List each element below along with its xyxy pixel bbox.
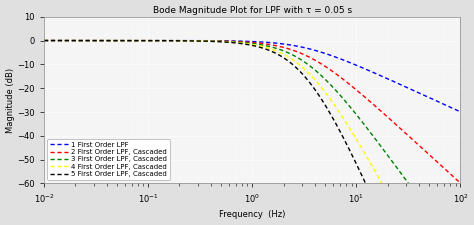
1 First Order LPF xyxy=(206,39,212,42)
Title: Bode Magnitude Plot for LPF with τ = 0.05 s: Bode Magnitude Plot for LPF with τ = 0.0… xyxy=(153,6,352,15)
1 First Order LPF xyxy=(177,39,182,42)
4 First Order LPF, Cascaded xyxy=(41,39,47,42)
Line: 3 First Order LPF, Cascaded: 3 First Order LPF, Cascaded xyxy=(44,40,461,225)
5 First Order LPF, Cascaded xyxy=(206,40,212,43)
3 First Order LPF, Cascaded xyxy=(206,40,212,42)
4 First Order LPF, Cascaded xyxy=(91,39,97,42)
1 First Order LPF xyxy=(41,39,47,42)
5 First Order LPF, Cascaded xyxy=(41,39,47,42)
5 First Order LPF, Cascaded xyxy=(91,39,97,42)
5 First Order LPF, Cascaded xyxy=(342,139,347,142)
4 First Order LPF, Cascaded xyxy=(342,119,347,122)
5 First Order LPF, Cascaded xyxy=(177,39,182,42)
2 First Order LPF, Cascaded xyxy=(206,40,212,42)
2 First Order LPF, Cascaded xyxy=(303,54,309,57)
3 First Order LPF, Cascaded xyxy=(41,39,47,42)
2 First Order LPF, Cascaded xyxy=(344,81,349,83)
Line: 2 First Order LPF, Cascaded: 2 First Order LPF, Cascaded xyxy=(44,40,461,183)
4 First Order LPF, Cascaded xyxy=(303,69,309,72)
2 First Order LPF, Cascaded xyxy=(91,39,97,42)
3 First Order LPF, Cascaded xyxy=(342,99,347,102)
2 First Order LPF, Cascaded xyxy=(342,79,347,82)
2 First Order LPF, Cascaded xyxy=(41,39,47,42)
X-axis label: Frequency  (Hz): Frequency (Hz) xyxy=(219,210,285,219)
Line: 4 First Order LPF, Cascaded: 4 First Order LPF, Cascaded xyxy=(44,40,461,225)
1 First Order LPF xyxy=(458,110,464,113)
3 First Order LPF, Cascaded xyxy=(91,39,97,42)
2 First Order LPF, Cascaded xyxy=(458,182,464,184)
1 First Order LPF xyxy=(303,47,309,50)
1 First Order LPF xyxy=(342,59,347,62)
Y-axis label: Magnitude (dB): Magnitude (dB) xyxy=(6,68,15,133)
3 First Order LPF, Cascaded xyxy=(177,39,182,42)
1 First Order LPF xyxy=(344,60,349,63)
5 First Order LPF, Cascaded xyxy=(303,77,309,79)
Legend: 1 First Order LPF, 2 First Order LPF, Cascaded, 3 First Order LPF, Cascaded, 4 F: 1 First Order LPF, 2 First Order LPF, Ca… xyxy=(47,139,170,180)
Line: 5 First Order LPF, Cascaded: 5 First Order LPF, Cascaded xyxy=(44,40,461,225)
3 First Order LPF, Cascaded xyxy=(344,101,349,104)
Line: 1 First Order LPF: 1 First Order LPF xyxy=(44,40,461,112)
3 First Order LPF, Cascaded xyxy=(303,62,309,64)
5 First Order LPF, Cascaded xyxy=(344,143,349,146)
4 First Order LPF, Cascaded xyxy=(177,39,182,42)
4 First Order LPF, Cascaded xyxy=(344,122,349,125)
2 First Order LPF, Cascaded xyxy=(177,39,182,42)
1 First Order LPF xyxy=(91,39,97,42)
4 First Order LPF, Cascaded xyxy=(206,40,212,43)
